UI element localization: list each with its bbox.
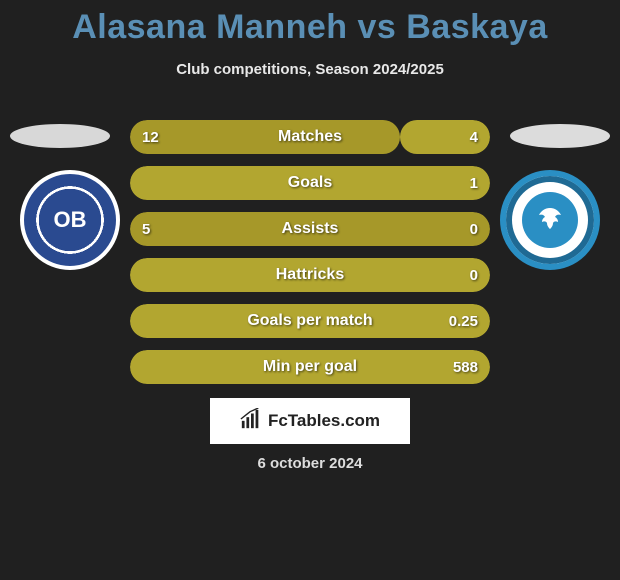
stat-row: Goals per match0.25 [130, 304, 490, 338]
stat-row: Hattricks0 [130, 258, 490, 292]
stat-bar-right-fill [130, 258, 490, 292]
stat-row: Matches124 [130, 120, 490, 154]
eagle-icon [522, 192, 578, 248]
stat-bar-right-fill [130, 304, 490, 338]
stat-value-right: 0.25 [449, 304, 478, 338]
club-logo-left-text: OB [43, 193, 97, 247]
stat-row: Goals1 [130, 166, 490, 200]
club-logo-right [500, 170, 600, 270]
watermark-text: FcTables.com [268, 411, 380, 431]
stat-value-right: 4 [470, 120, 478, 154]
stat-bar-right-fill [130, 166, 490, 200]
player-silhouette-right [510, 124, 610, 148]
stat-bar [130, 258, 490, 292]
stat-bar [130, 212, 490, 246]
page-title: Alasana Manneh vs Baskaya [0, 0, 620, 47]
player-silhouette-left [10, 124, 110, 148]
fctables-watermark: FcTables.com [210, 398, 410, 444]
stat-value-right: 0 [470, 212, 478, 246]
stat-value-left: 12 [142, 120, 159, 154]
stat-row: Min per goal588 [130, 350, 490, 384]
stat-bar [130, 166, 490, 200]
stat-value-right: 0 [470, 258, 478, 292]
bar-chart-icon [240, 408, 262, 435]
stat-value-right: 588 [453, 350, 478, 384]
club-logo-left: OB [20, 170, 120, 270]
stat-bar [130, 350, 490, 384]
stat-bar-left-fill [130, 120, 400, 154]
stat-row: Assists50 [130, 212, 490, 246]
stat-value-left: 5 [142, 212, 150, 246]
stats-container: Matches124Goals1Assists50Hattricks0Goals… [130, 120, 490, 396]
stat-bar [130, 120, 490, 154]
stat-bar-left-fill [130, 212, 490, 246]
stat-bar [130, 304, 490, 338]
stat-value-right: 1 [470, 166, 478, 200]
date-text: 6 october 2024 [0, 455, 620, 472]
stat-bar-right-fill [130, 350, 490, 384]
subtitle: Club competitions, Season 2024/2025 [0, 61, 620, 78]
